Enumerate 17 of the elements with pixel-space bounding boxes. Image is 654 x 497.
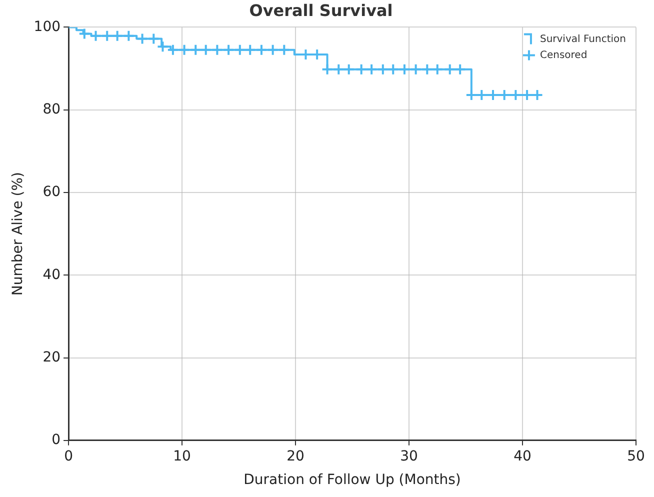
x-tick-label: 10 bbox=[173, 448, 191, 464]
x-tick-label: 40 bbox=[514, 448, 532, 464]
y-tick-label: 100 bbox=[34, 18, 61, 35]
y-tick-label: 60 bbox=[42, 184, 61, 200]
x-tick-label: 20 bbox=[286, 448, 304, 464]
x-axis-title: Duration of Follow Up (Months) bbox=[244, 472, 461, 488]
y-tick-label: 40 bbox=[42, 266, 61, 283]
chart-title: Overall Survival bbox=[249, 0, 393, 20]
legend-label: Survival Function bbox=[540, 34, 626, 45]
y-tick-label: 0 bbox=[52, 432, 61, 448]
x-tick-label: 30 bbox=[400, 448, 418, 464]
x-tick-label: 0 bbox=[64, 448, 73, 464]
x-tick-label: 50 bbox=[627, 448, 645, 464]
y-axis-title: Number Alive (%) bbox=[10, 172, 26, 296]
y-tick-label: 20 bbox=[42, 349, 61, 366]
legend-label: Censored bbox=[540, 50, 588, 61]
y-tick-label: 80 bbox=[42, 101, 61, 118]
